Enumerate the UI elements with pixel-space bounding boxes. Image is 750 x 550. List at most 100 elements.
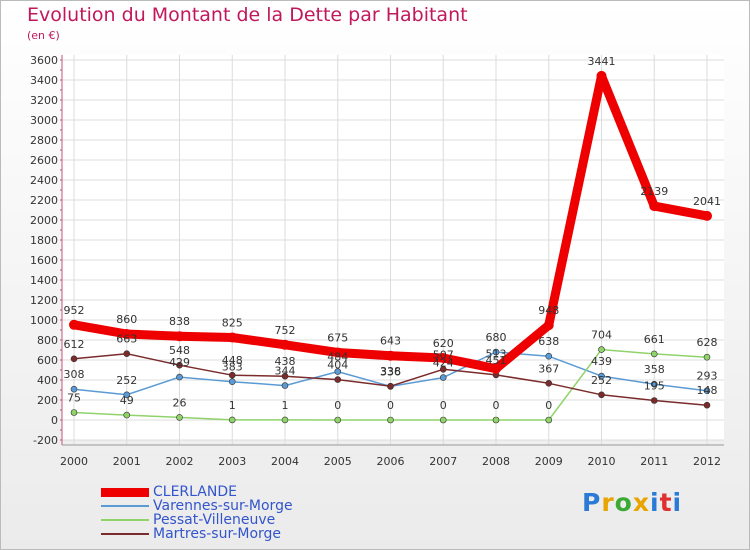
chart-subtitle: (en €): [27, 29, 60, 42]
data-point: [491, 363, 501, 374]
x-tick-label: 2006: [377, 455, 405, 468]
legend-label: Pessat-Villeneuve: [153, 512, 276, 528]
data-point: [281, 382, 289, 389]
y-tick-label: 3600: [30, 54, 58, 67]
data-point: [703, 387, 711, 395]
y-tick-label: 2600: [30, 154, 58, 167]
data-point: [650, 350, 658, 358]
legend-item: Pessat-Villeneuve: [101, 512, 275, 528]
data-label: 948: [538, 304, 559, 317]
data-label: 704: [591, 329, 612, 342]
y-tick-label: 1200: [30, 294, 58, 307]
legend-label: Varennes-sur-Morge: [153, 498, 293, 514]
data-label: 383: [222, 361, 243, 374]
y-tick-label: 400: [37, 374, 58, 387]
data-label: 661: [644, 333, 665, 346]
legend-swatch: [101, 487, 149, 497]
data-point: [70, 409, 78, 416]
y-tick-label: 200: [37, 394, 58, 407]
data-label: 663: [116, 333, 137, 346]
data-label: 148: [697, 384, 718, 397]
data-label: 620: [433, 337, 454, 350]
data-label: 0: [545, 399, 552, 412]
data-label: 49: [120, 394, 134, 407]
data-point: [123, 350, 131, 358]
data-label: 507: [433, 348, 454, 361]
legend-item: CLERLANDE: [101, 484, 237, 500]
data-label: 195: [644, 380, 665, 393]
data-point: [174, 331, 185, 342]
data-label: 75: [67, 392, 81, 405]
data-label: 752: [275, 324, 296, 337]
legend-swatch: [101, 533, 149, 535]
data-point: [438, 353, 449, 363]
data-label: 484: [327, 351, 348, 364]
logo-letter: i: [650, 488, 660, 517]
legend-item: Varennes-sur-Morge: [101, 498, 293, 514]
data-point: [123, 411, 131, 419]
data-point: [492, 416, 500, 424]
data-label: 612: [64, 338, 85, 351]
data-point: [70, 385, 78, 393]
data-label: 367: [538, 362, 559, 375]
data-label: 344: [275, 365, 296, 378]
data-point: [332, 347, 343, 358]
logo-letter: P: [582, 488, 602, 517]
data-label: 638: [538, 335, 559, 348]
data-point: [387, 416, 394, 424]
y-tick-label: 800: [37, 334, 58, 347]
x-tick-label: 2007: [429, 455, 457, 468]
data-label: 860: [116, 313, 137, 326]
data-point: [69, 319, 79, 330]
logo-letter: o: [614, 488, 633, 517]
data-label: 513: [486, 348, 507, 361]
data-point: [545, 379, 553, 387]
y-tick-label: 1800: [30, 234, 58, 247]
data-point: [334, 368, 342, 375]
data-label: 675: [327, 332, 348, 345]
data-label: 2041: [693, 195, 721, 208]
data-point: [334, 416, 342, 424]
data-point: [280, 339, 290, 350]
data-label: 404: [327, 359, 348, 372]
data-label: 0: [440, 399, 447, 412]
data-point: [387, 382, 394, 390]
data-point: [227, 332, 238, 343]
data-label: 3441: [588, 55, 616, 68]
x-tick-label: 2001: [113, 455, 141, 468]
data-point: [650, 380, 658, 388]
data-label: 308: [64, 368, 85, 381]
data-label: 439: [591, 355, 612, 368]
data-point: [703, 353, 711, 361]
data-point: [545, 416, 553, 424]
logo-letter: i: [672, 488, 683, 517]
data-label: 448: [222, 354, 243, 367]
legend-swatch: [101, 519, 149, 521]
x-tick-label: 2008: [482, 455, 510, 468]
data-point: [228, 416, 236, 424]
y-tick-label: 2000: [30, 214, 58, 227]
x-tick-label: 2012: [693, 455, 721, 468]
data-label: 1: [229, 399, 236, 412]
legend-label: CLERLANDE: [153, 484, 237, 500]
data-label: 358: [644, 363, 665, 376]
y-tick-label: 600: [37, 354, 58, 367]
data-point: [334, 376, 342, 383]
data-label: 424: [433, 357, 454, 370]
data-point: [650, 397, 658, 404]
data-label: 825: [222, 317, 243, 330]
x-tick-label: 2000: [60, 455, 88, 468]
data-point: [70, 355, 78, 363]
data-point: [176, 361, 183, 369]
data-label: 838: [169, 315, 190, 328]
logo-letter: t: [659, 488, 673, 517]
data-point: [228, 378, 236, 386]
data-label: 628: [697, 336, 718, 349]
y-tick-label: 0: [51, 414, 58, 427]
data-label: 429: [169, 356, 190, 369]
data-point: [703, 401, 711, 409]
chart-title: Evolution du Montant de la Dette par Hab…: [27, 4, 468, 26]
data-point: [649, 201, 660, 212]
data-label: 252: [116, 374, 137, 387]
y-tick-label: 1400: [30, 274, 58, 287]
